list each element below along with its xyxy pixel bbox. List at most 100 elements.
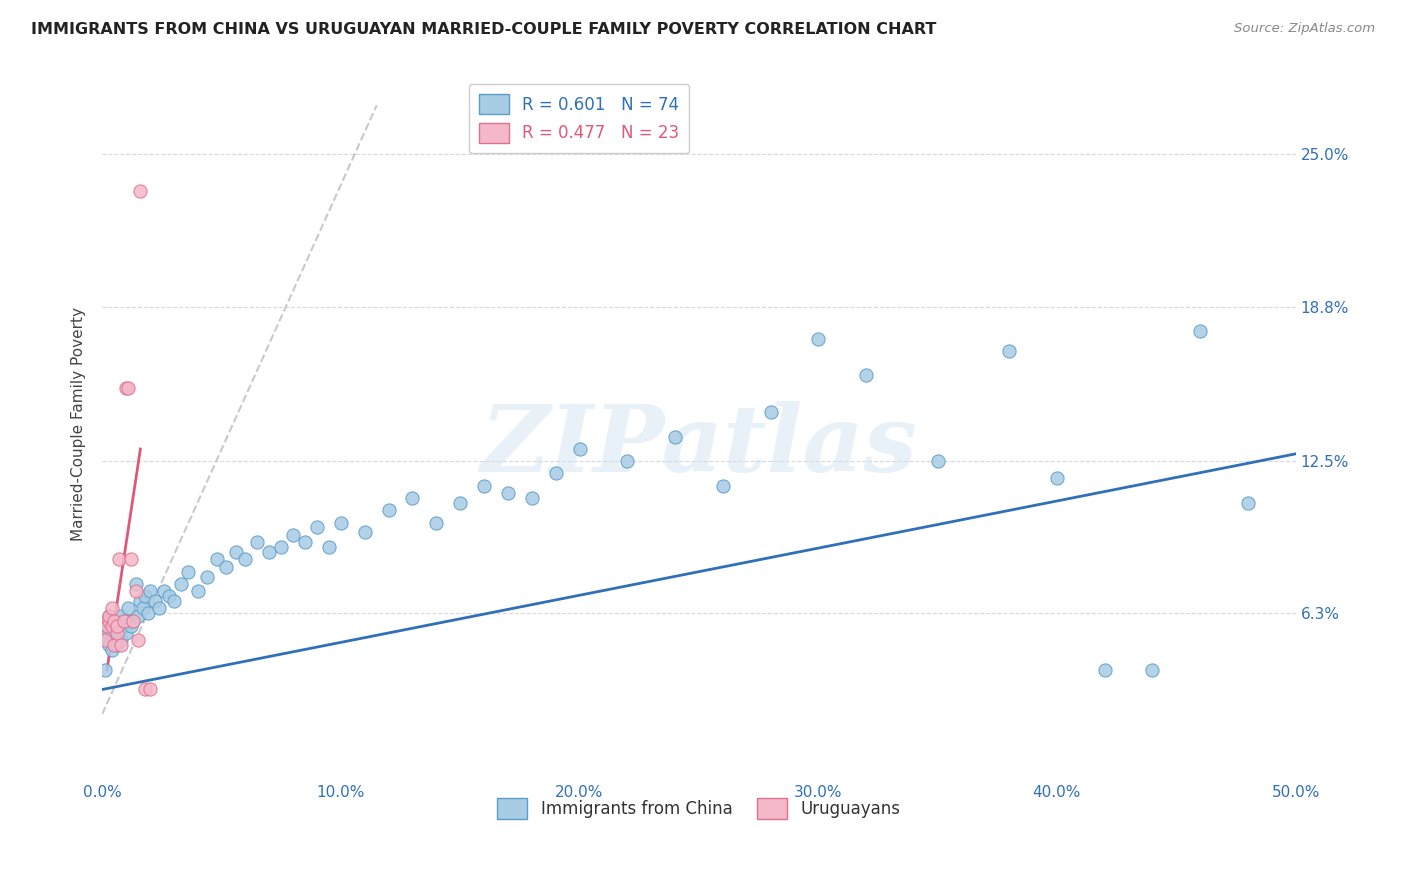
Point: [998, 343, 1021, 358]
Point: [98, 614, 121, 628]
Point: [129, 594, 152, 608]
Point: [1142, 663, 1164, 677]
Point: [187, 584, 209, 599]
Point: [139, 682, 162, 697]
Point: [100, 614, 122, 628]
Point: [1094, 663, 1116, 677]
Point: [616, 454, 638, 468]
Point: [96, 614, 118, 628]
Point: [807, 331, 830, 345]
Point: [520, 491, 543, 505]
Point: [105, 626, 128, 640]
Point: [105, 618, 128, 632]
Point: [425, 516, 447, 530]
Point: [664, 430, 686, 444]
Text: ZIPatlas: ZIPatlas: [481, 401, 917, 491]
Point: [153, 584, 176, 599]
Point: [270, 540, 292, 554]
Point: [134, 682, 156, 697]
Point: [110, 638, 132, 652]
Point: [112, 614, 135, 628]
Point: [163, 594, 186, 608]
Point: [100, 643, 122, 657]
Point: [711, 479, 734, 493]
Point: [143, 594, 166, 608]
Point: [855, 368, 877, 383]
Point: [215, 559, 238, 574]
Point: [124, 584, 146, 599]
Point: [568, 442, 591, 456]
Point: [177, 565, 200, 579]
Point: [115, 626, 138, 640]
Point: [318, 540, 340, 554]
Point: [246, 535, 269, 549]
Point: [124, 577, 146, 591]
Point: [115, 381, 138, 395]
Point: [96, 618, 118, 632]
Text: Source: ZipAtlas.com: Source: ZipAtlas.com: [1234, 22, 1375, 36]
Point: [377, 503, 399, 517]
Point: [117, 601, 139, 615]
Point: [103, 638, 125, 652]
Point: [134, 589, 156, 603]
Point: [205, 552, 228, 566]
Point: [401, 491, 423, 505]
Point: [235, 552, 257, 566]
Point: [110, 633, 132, 648]
Point: [927, 454, 949, 468]
Point: [103, 633, 125, 648]
Point: [120, 618, 142, 632]
Point: [496, 486, 519, 500]
Point: [759, 405, 782, 419]
Point: [148, 601, 170, 615]
Point: [96, 618, 118, 632]
Point: [353, 525, 375, 540]
Point: [108, 614, 131, 628]
Point: [108, 552, 131, 566]
Point: [1046, 471, 1069, 485]
Point: [294, 535, 316, 549]
Point: [225, 545, 247, 559]
Point: [93, 633, 115, 648]
Point: [110, 608, 132, 623]
Point: [105, 621, 128, 635]
Point: [103, 618, 125, 632]
Point: [98, 626, 121, 640]
Point: [100, 618, 122, 632]
Point: [105, 638, 128, 652]
Point: [115, 614, 138, 628]
Point: [1237, 496, 1260, 510]
Point: [195, 569, 218, 583]
Point: [157, 589, 180, 603]
Point: [127, 633, 149, 648]
Point: [544, 467, 567, 481]
Point: [96, 633, 118, 648]
Point: [472, 479, 495, 493]
Point: [127, 608, 149, 623]
Point: [136, 607, 159, 621]
Point: [259, 545, 281, 559]
Point: [98, 608, 121, 623]
Point: [122, 614, 145, 628]
Legend: Immigrants from China, Uruguayans: Immigrants from China, Uruguayans: [491, 792, 907, 825]
Point: [117, 381, 139, 395]
Point: [283, 528, 305, 542]
Point: [305, 520, 328, 534]
Y-axis label: Married-Couple Family Poverty: Married-Couple Family Poverty: [72, 308, 86, 541]
Point: [100, 601, 122, 615]
Point: [329, 516, 352, 530]
Point: [120, 552, 142, 566]
Point: [129, 184, 152, 198]
Point: [93, 663, 115, 677]
Point: [100, 626, 122, 640]
Point: [132, 601, 155, 615]
Point: [112, 618, 135, 632]
Point: [1189, 324, 1212, 338]
Point: [108, 626, 131, 640]
Point: [139, 584, 162, 599]
Point: [98, 608, 121, 623]
Point: [449, 496, 471, 510]
Text: IMMIGRANTS FROM CHINA VS URUGUAYAN MARRIED-COUPLE FAMILY POVERTY CORRELATION CHA: IMMIGRANTS FROM CHINA VS URUGUAYAN MARRI…: [31, 22, 936, 37]
Point: [103, 614, 125, 628]
Point: [170, 577, 193, 591]
